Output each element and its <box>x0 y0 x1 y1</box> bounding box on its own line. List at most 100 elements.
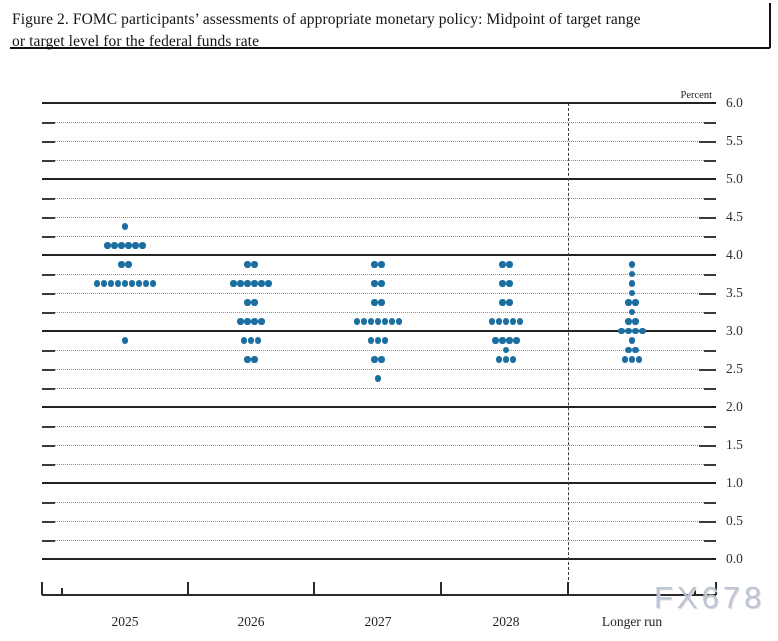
dot-2025-3.625 <box>114 280 122 287</box>
dot-2027-2.625 <box>371 356 378 363</box>
dot-2026-2.875 <box>240 337 248 344</box>
gridline-dotted-3.25 <box>42 312 716 313</box>
gridline-dotted-5.50 <box>42 141 716 142</box>
y-tick-label-2.0: 2.0 <box>726 399 743 414</box>
dot-2027-3.625 <box>371 280 378 287</box>
x-axis-line <box>42 594 716 596</box>
y-tick-label-1.0: 1.0 <box>726 475 743 490</box>
dot-longer-run-2.75 <box>632 346 639 354</box>
watermark: FX678 <box>654 580 766 615</box>
dot-2028-3.375 <box>506 299 513 306</box>
gridline-solid-3.00 <box>42 330 716 332</box>
dot-longer-run-3.375 <box>632 299 639 306</box>
gridline-dotted-3.50 <box>42 293 716 294</box>
dot-2027-3.875 <box>371 261 378 268</box>
dot-2028-2.875 <box>506 337 513 344</box>
page-edge-line <box>769 3 771 48</box>
gridline-right-cap <box>699 293 716 295</box>
y-tick-label-1.5: 1.5 <box>726 437 743 452</box>
dot-2028-2.625 <box>509 356 517 363</box>
gridline-left-cap <box>42 141 55 143</box>
gridline-dotted-0.75 <box>42 502 716 503</box>
dot-longer-run-3 <box>625 327 632 335</box>
dot-longer-run-3.5 <box>628 289 636 297</box>
y-tick-label-3.5: 3.5 <box>726 285 743 300</box>
dot-2025-3.625 <box>142 280 150 287</box>
dot-longer-run-3 <box>618 327 625 335</box>
y-tick-label-4.0: 4.0 <box>726 247 743 262</box>
gridline-left-cap <box>42 293 55 295</box>
x-axis-tick <box>41 582 43 595</box>
gridline-right-cap <box>704 540 716 542</box>
x-axis-tick <box>313 582 315 595</box>
dot-2027-3.625 <box>378 280 385 287</box>
dot-2026-3.625 <box>265 280 272 287</box>
y-axis-unit-label: Percent <box>680 90 713 101</box>
gridline-right-cap <box>704 502 716 504</box>
gridline-dotted-5.25 <box>42 160 716 161</box>
gridline-dotted-2.25 <box>42 388 716 389</box>
dot-2027-2.875 <box>367 337 375 344</box>
x-axis-tick <box>715 582 717 595</box>
gridline-right-cap <box>699 445 716 447</box>
y-tick-label-0.5: 0.5 <box>726 513 743 528</box>
dot-2028-3.625 <box>499 280 506 287</box>
dot-2028-3.125 <box>502 318 510 325</box>
gridline-dotted-4.25 <box>42 236 716 237</box>
figure-title: Figure 2. FOMC participants’ assessments… <box>12 9 762 53</box>
y-tick-label-5.5: 5.5 <box>726 133 743 148</box>
gridline-solid-0.00 <box>42 558 716 560</box>
y-tick-label-3.0: 3.0 <box>726 323 743 338</box>
dot-2026-2.625 <box>244 356 251 363</box>
gridline-right-cap <box>704 464 716 466</box>
dot-2027-3.875 <box>378 261 385 268</box>
dot-2026-3.875 <box>244 261 251 268</box>
dot-2026-3.125 <box>258 318 265 325</box>
dot-2025-3.625 <box>93 280 101 287</box>
gridline-left-cap <box>42 198 55 200</box>
gridline-right-cap <box>704 122 716 124</box>
x-tick-label-2028: 2028 <box>492 614 520 629</box>
x-axis-minor-tick <box>694 588 696 595</box>
dot-2026-3.625 <box>244 280 251 287</box>
gridline-left-cap <box>42 217 55 219</box>
dot-longer-run-3.25 <box>628 308 636 316</box>
gridline-right-cap <box>704 388 716 390</box>
y-tick-label-6.0: 6.0 <box>726 95 743 110</box>
dot-2025-3.625 <box>128 280 136 287</box>
dot-2027-3.375 <box>371 299 378 306</box>
gridline-left-cap <box>42 540 55 542</box>
gridline-solid-5.00 <box>42 178 716 180</box>
figure-title-line-1: Figure 2. FOMC participants’ assessments… <box>12 11 641 28</box>
dot-2025-4.125 <box>118 242 125 249</box>
y-tick-label-0.0: 0.0 <box>726 551 743 566</box>
figure-title-line-2: or target level for the federal funds ra… <box>12 33 260 50</box>
dot-2025-3.875 <box>125 261 132 268</box>
dot-2027-3.375 <box>378 299 385 306</box>
dot-longer-run-3.125 <box>632 318 639 325</box>
gridline-left-cap <box>42 369 55 371</box>
gridline-left-cap <box>42 502 55 504</box>
gridline-left-cap <box>42 274 55 276</box>
gridline-dotted-3.75 <box>42 274 716 275</box>
dot-2028-2.625 <box>502 356 510 363</box>
dot-2025-3.625 <box>149 280 157 287</box>
dot-longer-run-3.625 <box>628 280 636 287</box>
gridline-right-cap <box>699 369 716 371</box>
dot-2028-3.375 <box>499 299 506 306</box>
gridline-right-cap <box>704 198 716 200</box>
gridline-right-cap <box>699 217 716 219</box>
dot-2026-3.625 <box>230 280 237 287</box>
gridline-solid-6.00 <box>42 102 716 104</box>
dot-2025-4.125 <box>104 242 111 249</box>
dot-longer-run-3.75 <box>628 270 636 278</box>
gridline-left-cap <box>42 236 55 238</box>
dot-2025-3.625 <box>121 280 129 287</box>
dot-2026-2.875 <box>254 337 262 344</box>
dot-2028-2.875 <box>492 337 499 344</box>
dot-2025-4.125 <box>132 242 139 249</box>
dot-2025-4.125 <box>111 242 118 249</box>
dot-longer-run-2.75 <box>625 346 632 354</box>
dot-2025-2.875 <box>121 337 129 344</box>
